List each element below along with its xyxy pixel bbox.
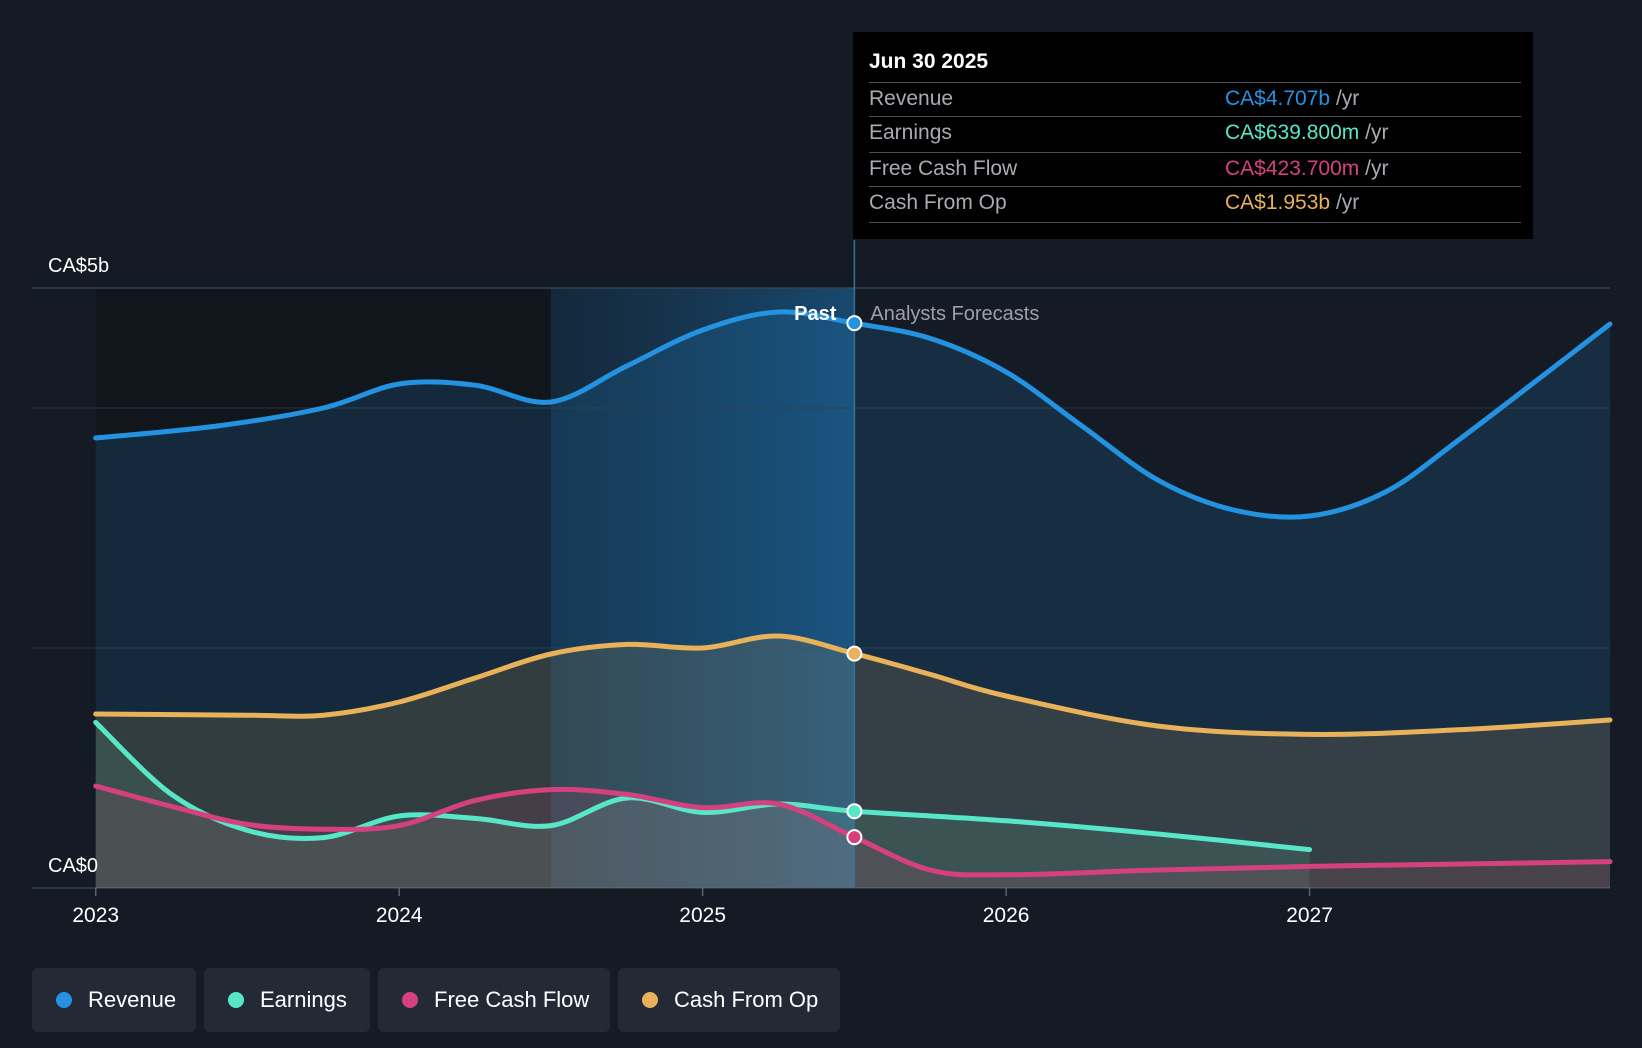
x-tick-label: 2023 [72, 904, 119, 927]
forecast-label: Analysts Forecasts [870, 303, 1039, 325]
free-cash-flow-dot-icon [402, 992, 418, 1008]
legend-label: Revenue [88, 987, 177, 1012]
tooltip-value: CA$4.707b /yr [1225, 87, 1360, 110]
legend-item-cash-from-op[interactable]: Cash From Op [618, 968, 840, 1032]
tooltip-row-earnings: Earnings CA$639.800m /yr [869, 116, 1521, 151]
legend-item-revenue[interactable]: Revenue [32, 968, 196, 1032]
revenue-area [95, 311, 1611, 888]
tooltip-label: Earnings [869, 121, 952, 144]
past-label: Past [794, 303, 837, 325]
revenue-dot-icon [56, 992, 72, 1008]
tooltip-value: CA$1.953b /yr [1225, 191, 1360, 214]
earnings-line [93, 719, 1313, 853]
earnings-marker[interactable] [846, 803, 863, 820]
earnings-dot-icon [228, 992, 244, 1008]
free-cash-flow-line [93, 783, 1613, 878]
y-axis-bottom-label: CA$0 [48, 855, 98, 877]
x-tick-label: 2027 [1286, 904, 1333, 927]
legend-label: Earnings [260, 987, 347, 1012]
legend-label: Cash From Op [674, 987, 819, 1012]
tooltip-date: Jun 30 2025 [869, 50, 989, 73]
tooltip-row-revenue: Revenue CA$4.707b /yr [869, 82, 1521, 117]
cash-from-op-dot-icon [642, 992, 658, 1008]
cash-from-op-line [93, 633, 1613, 737]
tooltip-row-cash-from-op: Cash From Op CA$1.953b /yr [869, 186, 1521, 221]
tooltip-value: CA$423.700m /yr [1225, 157, 1389, 180]
x-tick-label: 2026 [983, 904, 1030, 927]
legend-item-earnings[interactable]: Earnings [204, 968, 370, 1032]
tooltip-label: Revenue [869, 87, 954, 110]
revenue-marker[interactable] [846, 315, 863, 332]
x-tick-label: 2024 [376, 904, 423, 927]
x-tick-label: 2025 [679, 904, 726, 927]
tooltip-value: CA$639.800m /yr [1225, 121, 1389, 144]
cash-from-op-area [95, 635, 1611, 888]
free-cash-flow-marker[interactable] [846, 829, 863, 846]
legend-label: Free Cash Flow [434, 987, 590, 1012]
y-axis-top-label: CA$5b [48, 255, 109, 277]
tooltip: Jun 30 2025 Revenue CA$4.707b /yr Earnin… [853, 32, 1533, 239]
tooltip-label: Cash From Op [869, 191, 1007, 214]
past-region-highlight [550, 288, 855, 888]
cash-from-op-marker[interactable] [846, 645, 863, 662]
tooltip-label: Free Cash Flow [869, 157, 1018, 180]
legend-item-free-cash-flow[interactable]: Free Cash Flow [378, 968, 610, 1032]
earnings-area [95, 722, 1310, 888]
tooltip-row-free-cash-flow: Free Cash Flow CA$423.700m /yr [869, 152, 1521, 187]
